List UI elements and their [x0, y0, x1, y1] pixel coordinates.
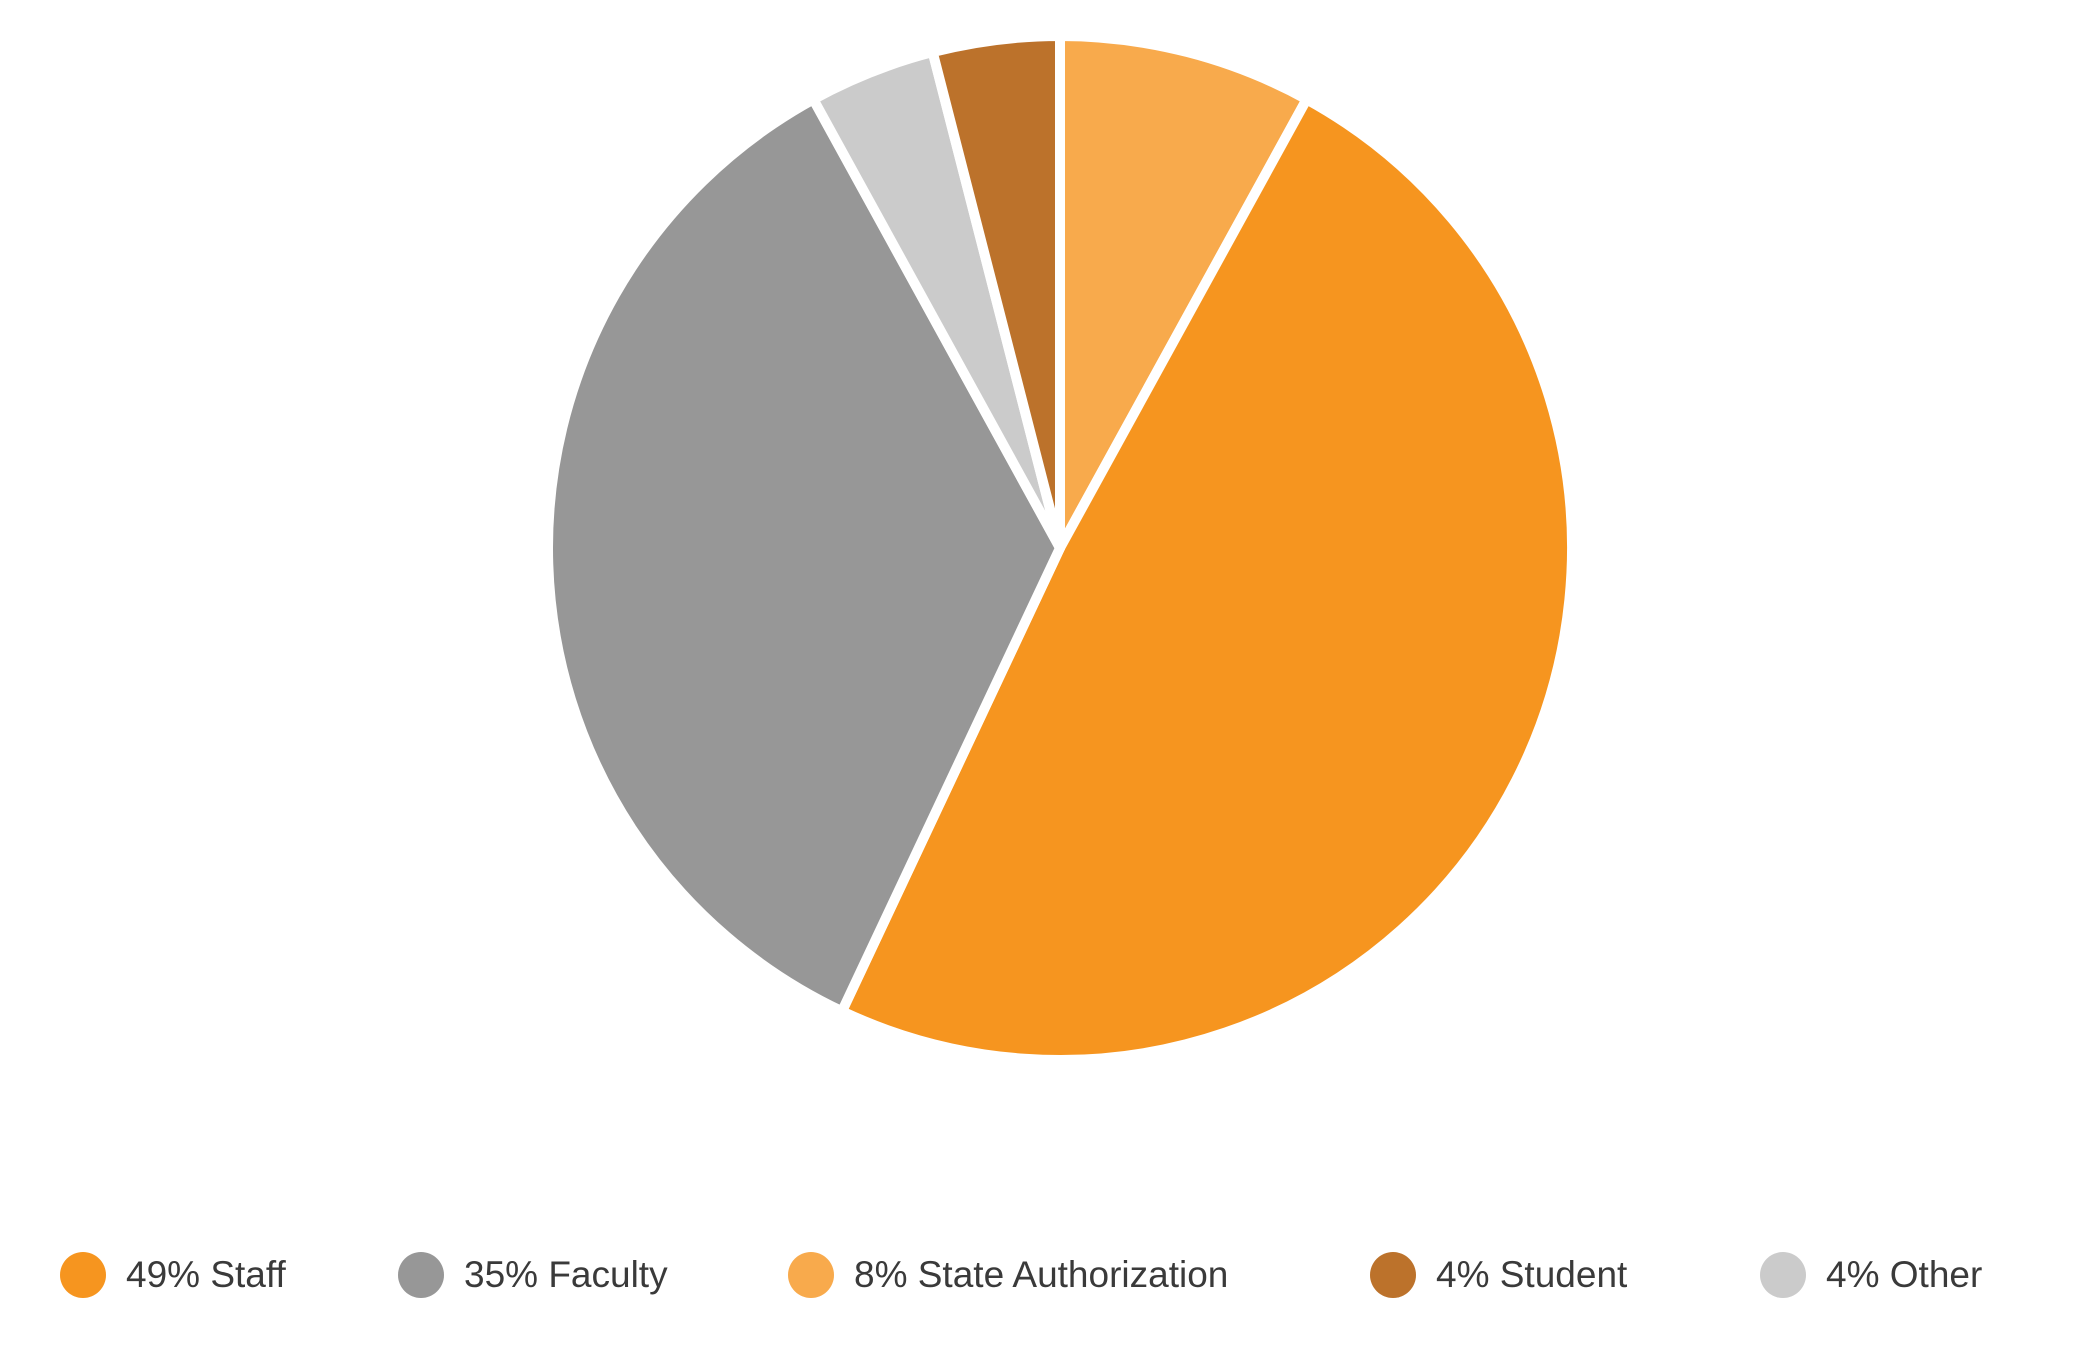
- legend-item-other: 4% Other: [1760, 1235, 1982, 1315]
- legend-swatch-student: [1370, 1252, 1416, 1298]
- legend-item-faculty: 35% Faculty: [398, 1235, 668, 1315]
- legend-swatch-state-authorization: [788, 1252, 834, 1298]
- legend-label-other: 4% Other: [1826, 1254, 1983, 1295]
- legend-label-staff: 49% Staff: [126, 1254, 286, 1295]
- legend-swatch-staff: [60, 1252, 106, 1298]
- pie-slice-faculty: [543, 94, 1065, 1017]
- pie-slice-state-authorization: [1055, 31, 1312, 553]
- legend: 49% Staff 35% Faculty 8% State Authoriza…: [60, 1235, 2060, 1315]
- pie-slices: [543, 31, 1578, 1066]
- legend-swatch-other: [1760, 1252, 1806, 1298]
- legend-item-staff: 49% Staff: [60, 1235, 286, 1315]
- legend-label-student: 4% Student: [1436, 1254, 1628, 1295]
- legend-item-student: 4% Student: [1370, 1235, 1627, 1315]
- legend-item-state-authorization: 8% State Authorization: [788, 1235, 1228, 1315]
- legend-label-faculty: 35% Faculty: [464, 1254, 668, 1295]
- pie-slice-student: [927, 31, 1065, 553]
- pie-slice-staff: [837, 94, 1578, 1066]
- legend-label-state-authorization: 8% State Authorization: [854, 1254, 1229, 1295]
- legend-swatch-faculty: [398, 1252, 444, 1298]
